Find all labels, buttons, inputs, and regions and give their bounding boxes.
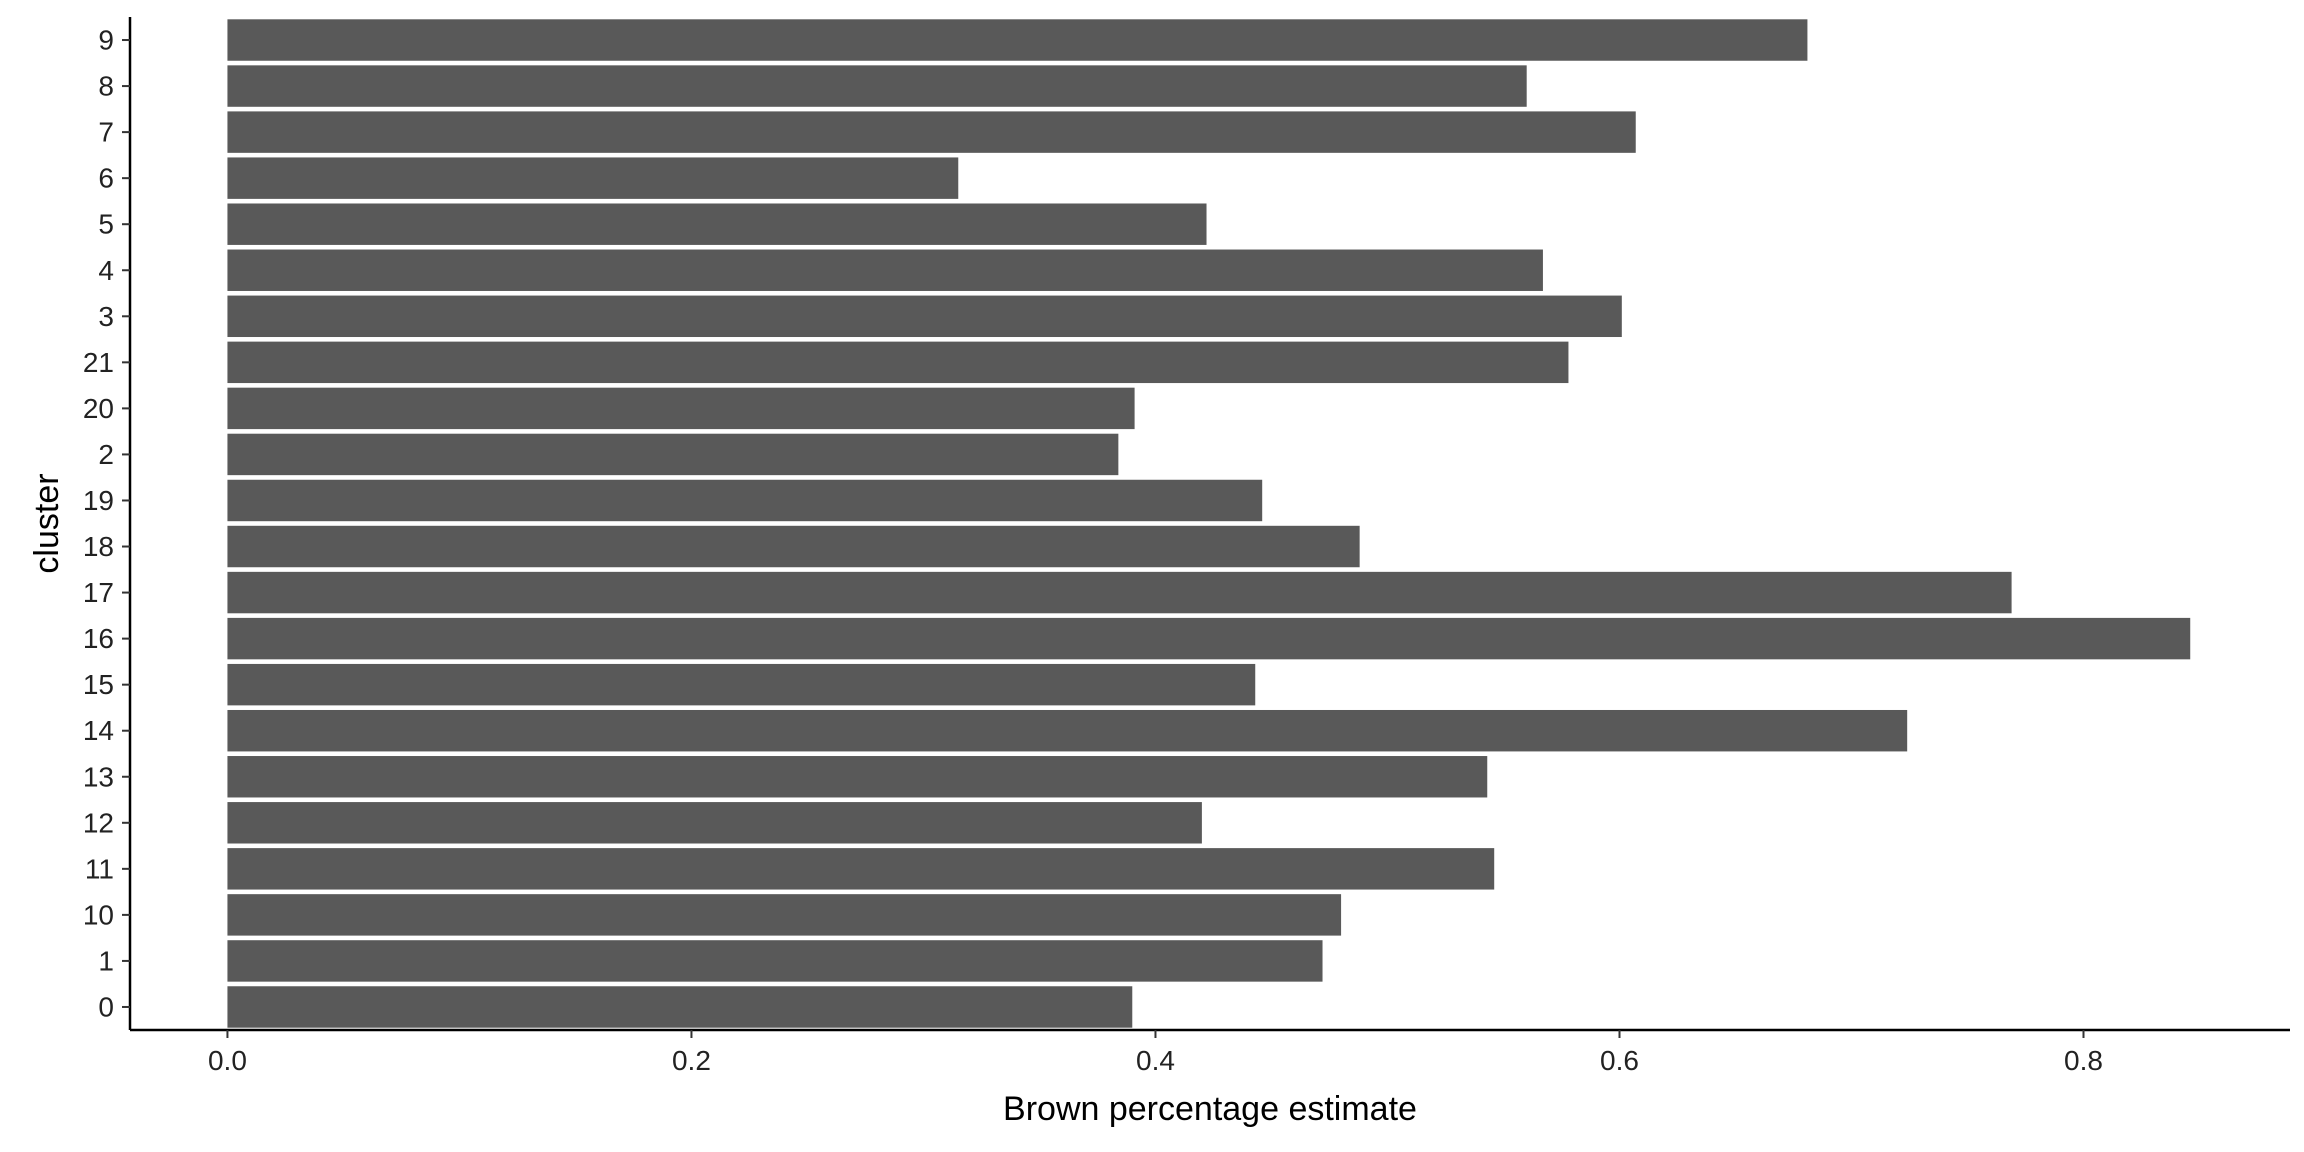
y-tick-label: 3 <box>98 301 114 332</box>
y-tick-label: 18 <box>83 531 114 562</box>
y-tick-label: 0 <box>98 991 114 1022</box>
y-tick-label: 13 <box>83 761 114 792</box>
y-tick-label: 20 <box>83 393 114 424</box>
bar-cluster-16 <box>227 617 2191 660</box>
y-tick-label: 12 <box>83 807 114 838</box>
bar-cluster-12 <box>227 802 1202 844</box>
x-axis-title: Brown percentage estimate <box>1003 1090 1417 1128</box>
bar-cluster-10 <box>227 894 1342 936</box>
y-tick-label: 21 <box>83 347 114 378</box>
y-tick-label: 4 <box>98 255 114 286</box>
bar-cluster-17 <box>227 571 2012 614</box>
y-tick-label: 17 <box>83 577 114 608</box>
bar-cluster-6 <box>227 157 959 199</box>
y-tick-label: 7 <box>98 117 114 148</box>
x-tick-label: 0.4 <box>1136 1045 1175 1076</box>
y-tick-label: 11 <box>85 853 114 884</box>
y-tick-label: 2 <box>98 439 114 470</box>
y-tick-label: 9 <box>98 25 114 56</box>
bar-cluster-5 <box>227 203 1207 245</box>
y-tick-label: 5 <box>98 209 114 240</box>
y-tick-label: 14 <box>83 715 114 746</box>
bar-cluster-3 <box>227 295 1622 338</box>
bar-cluster-21 <box>227 341 1569 384</box>
ticks-layer: 0 1 10 11 12 13 14 15 16 17 18 19 2 20 21 3 4 5 6 7 8 9 0.0 0.2… <box>83 25 2103 1076</box>
y-tick-label: 6 <box>98 163 114 194</box>
axes-layer <box>128 17 2290 1032</box>
bar-cluster-11 <box>227 848 1495 890</box>
bar-cluster-0 <box>227 986 1133 1028</box>
bar-cluster-4 <box>227 249 1543 291</box>
bar-cluster-13 <box>227 756 1488 798</box>
bar-cluster-9 <box>227 19 1808 61</box>
bar-cluster-8 <box>227 65 1527 107</box>
bar-cluster-18 <box>227 525 1360 568</box>
y-axis-title: cluster <box>28 473 66 573</box>
bar-cluster-1 <box>227 940 1323 982</box>
x-tick-label: 0.6 <box>1600 1045 1639 1076</box>
x-tick-label: 0.0 <box>208 1045 247 1076</box>
bar-cluster-7 <box>227 111 1636 153</box>
y-tick-label: 15 <box>83 669 114 700</box>
x-tick-label: 0.8 <box>2064 1045 2103 1076</box>
bar-cluster-19 <box>227 479 1263 522</box>
y-tick-label: 19 <box>83 485 114 516</box>
y-tick-label: 1 <box>98 945 114 976</box>
y-tick-label: 10 <box>83 899 114 930</box>
x-tick-label: 0.2 <box>672 1045 711 1076</box>
y-tick-label: 16 <box>83 623 114 654</box>
bar-cluster-14 <box>227 709 1908 752</box>
bar-cluster-20 <box>227 387 1135 430</box>
bar-cluster-15 <box>227 663 1256 706</box>
bars-layer <box>227 19 2191 1028</box>
bar-cluster-2 <box>227 433 1119 476</box>
y-tick-label: 8 <box>98 71 114 102</box>
